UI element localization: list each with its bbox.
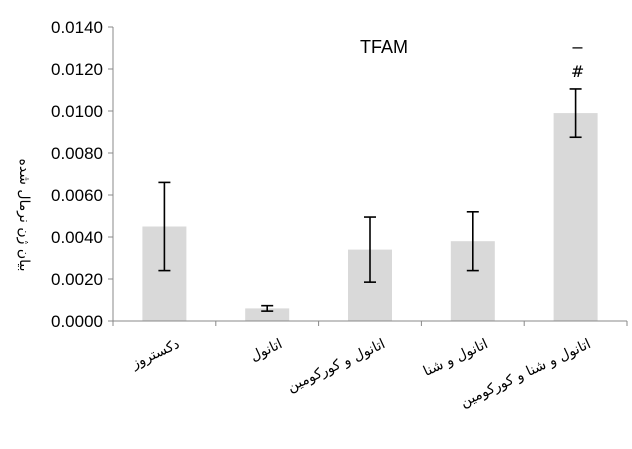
x-ticks-layer xyxy=(112,321,628,326)
x-category-label: اتانول xyxy=(248,336,285,365)
x-category-text: اتانول xyxy=(248,336,285,365)
significance-hash: # xyxy=(571,62,584,81)
y-tick-label: 0.0080 xyxy=(51,144,103,163)
category-labels-layer: دکستروز اتانول اتانول و کورکومین اتانول و ش… xyxy=(128,336,593,410)
significance-dash: − xyxy=(571,38,584,57)
bar xyxy=(245,308,290,321)
y-tick-label: 0.0040 xyxy=(51,228,103,247)
x-category-label: دکستروز xyxy=(128,336,182,372)
y-axis-label: بیان ژن نرمال شده xyxy=(16,158,32,271)
bars-layer xyxy=(142,113,598,321)
y-tick-label: 0.0100 xyxy=(51,102,103,121)
x-category-text: دکستروز xyxy=(128,336,182,372)
x-category-label: اتانول و کورکومین xyxy=(285,336,388,395)
x-category-text: اتانول و شنا xyxy=(421,336,491,380)
y-tick-label: 0.0140 xyxy=(51,18,103,37)
x-category-label: اتانول و شنا xyxy=(421,336,491,380)
y-tick-label: 0.0120 xyxy=(51,60,103,79)
chart-title: TFAM xyxy=(360,37,408,57)
error-bars-layer xyxy=(158,88,582,312)
annotations-layer: #− xyxy=(571,38,584,81)
y-tick-label: 0.0060 xyxy=(51,186,103,205)
bar xyxy=(553,113,598,321)
y-tick-label: 0.0000 xyxy=(51,312,103,331)
y-tick-label: 0.0020 xyxy=(51,270,103,289)
x-category-text: اتانول و کورکومین xyxy=(285,336,388,395)
y-ticks-layer: 0.0000 0.0020 0.0040 0.0060 0.0080 0.0100 0.01… xyxy=(51,18,113,331)
